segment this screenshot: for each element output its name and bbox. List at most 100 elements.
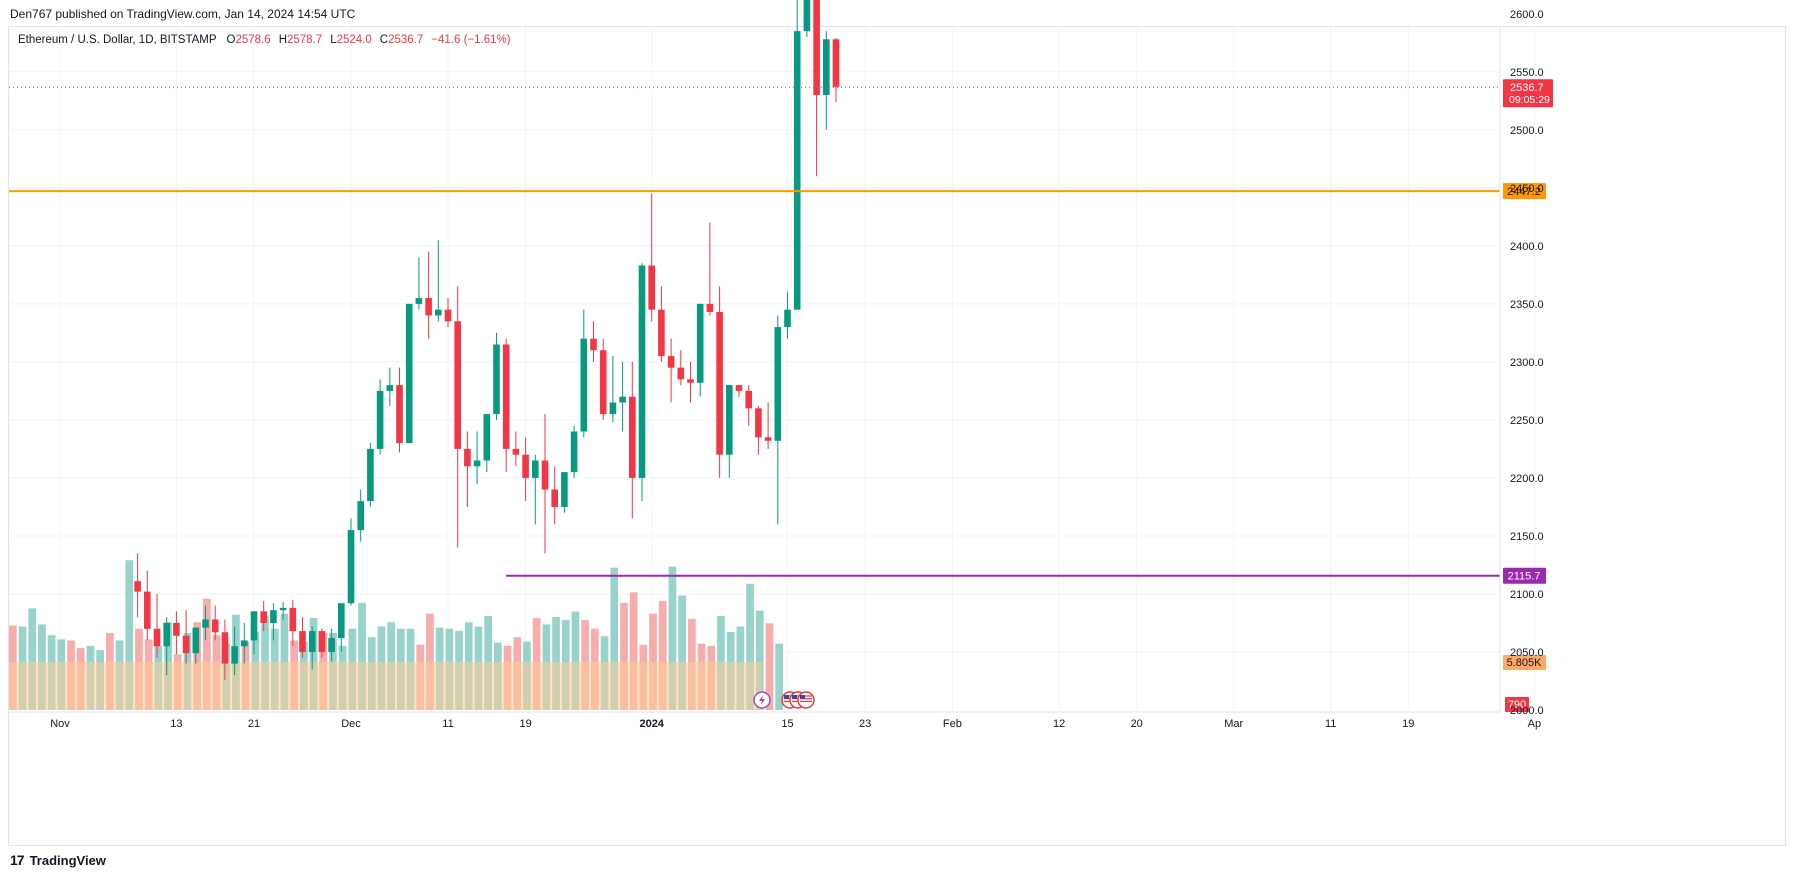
candle-body bbox=[609, 402, 617, 415]
x-tick-label: 20 bbox=[1131, 718, 1143, 730]
candle-body bbox=[328, 638, 335, 652]
candle-body bbox=[706, 303, 714, 312]
candle-body bbox=[444, 309, 452, 322]
volume-bar bbox=[28, 608, 37, 710]
candle-body bbox=[473, 460, 481, 467]
volume-ma-area bbox=[9, 662, 762, 710]
grid-lines bbox=[9, 27, 1535, 710]
volume-bar bbox=[775, 643, 783, 710]
candle-body bbox=[813, 0, 820, 95]
candle-body bbox=[502, 344, 510, 449]
candle-body bbox=[386, 385, 394, 391]
flash-icon[interactable] bbox=[753, 691, 771, 709]
candle-body bbox=[221, 632, 229, 664]
y-tick-label: 2200.0 bbox=[1510, 473, 1544, 485]
volume-bar bbox=[125, 560, 134, 710]
candle-body bbox=[153, 628, 161, 647]
y-tick-label: 2350.0 bbox=[1510, 299, 1544, 311]
candle-body bbox=[793, 31, 801, 310]
us-flag-icon[interactable] bbox=[797, 691, 815, 709]
y-tick-label: 2150.0 bbox=[1510, 531, 1544, 543]
volume-bar bbox=[571, 611, 580, 710]
event-icons bbox=[753, 691, 815, 709]
y-tick-label: 2000.0 bbox=[1510, 705, 1544, 717]
volume-ma-label: 5.805K bbox=[1507, 657, 1543, 669]
candle-body bbox=[396, 385, 403, 444]
x-tick-label: 13 bbox=[170, 718, 182, 730]
x-tick-label: 2024 bbox=[639, 718, 664, 730]
last-price-tag bbox=[1503, 79, 1553, 108]
volume-bar bbox=[649, 613, 657, 710]
volume-bar bbox=[610, 567, 619, 710]
candle-body bbox=[832, 39, 840, 87]
candle-body bbox=[173, 622, 180, 636]
candle-body bbox=[454, 321, 461, 449]
candle-body bbox=[231, 646, 238, 664]
candle-body bbox=[658, 309, 665, 357]
close-value: 2536.7 bbox=[388, 34, 424, 46]
candle-body bbox=[308, 631, 316, 652]
last-price-label: 2536.7 bbox=[1510, 82, 1544, 94]
x-tick-label: 12 bbox=[1053, 718, 1065, 730]
candle-body bbox=[541, 460, 549, 490]
candle-body bbox=[134, 581, 141, 592]
candle-body bbox=[415, 298, 423, 304]
candle-body bbox=[493, 344, 500, 415]
candle-body bbox=[755, 408, 762, 438]
level-label: 2115.7 bbox=[1508, 571, 1541, 583]
y-tick-label: 2450.0 bbox=[1510, 183, 1544, 195]
candle-body bbox=[687, 379, 694, 383]
candle-body bbox=[192, 627, 200, 654]
axes: 3150.03100.03050.03000.02950.02900.02850… bbox=[9, 9, 1544, 730]
change-value: −41.6 (−1.61%) bbox=[431, 34, 511, 46]
y-tick-label: 2400.0 bbox=[1510, 241, 1544, 253]
candle-body bbox=[667, 356, 675, 368]
candle-body bbox=[376, 390, 384, 449]
y-tick-label: 2050.0 bbox=[1510, 647, 1544, 659]
level-label: 2447.2 bbox=[1507, 186, 1541, 198]
volume-bar bbox=[280, 613, 289, 710]
candle-body bbox=[425, 298, 432, 316]
candle-body bbox=[483, 414, 491, 461]
volume-bar bbox=[629, 592, 638, 710]
candle-body bbox=[677, 367, 685, 380]
y-tick-label: 2500.0 bbox=[1510, 125, 1544, 137]
volume-bar bbox=[203, 598, 211, 710]
low-label: L bbox=[330, 34, 337, 46]
candle-body bbox=[512, 448, 520, 455]
candle-body bbox=[357, 501, 364, 531]
candle-body bbox=[599, 350, 607, 415]
candle-body bbox=[590, 338, 597, 351]
y-tick-label: 2600.0 bbox=[1510, 9, 1544, 21]
symbol-name[interactable]: Ethereum / U.S. Dollar, 1D, BITSTAMP bbox=[18, 34, 217, 46]
candle-body bbox=[338, 603, 345, 639]
candle-body bbox=[211, 619, 219, 633]
candle-body bbox=[299, 631, 306, 652]
volume-bar bbox=[358, 603, 366, 710]
candle-body bbox=[347, 530, 355, 604]
candle-body bbox=[260, 611, 267, 623]
countdown-label: 09:05:29 bbox=[1509, 94, 1550, 106]
volume-bar bbox=[765, 623, 774, 710]
candle-body bbox=[696, 303, 704, 383]
volume-bar bbox=[620, 603, 628, 710]
y-tick-label: 2300.0 bbox=[1510, 357, 1544, 369]
candle-body bbox=[144, 591, 151, 629]
x-tick-label: Mar bbox=[1224, 718, 1243, 730]
candle-body bbox=[270, 610, 277, 623]
flag-icon-circle bbox=[797, 691, 815, 709]
candle-body bbox=[648, 265, 655, 310]
volume-bars bbox=[9, 560, 783, 710]
candle-body bbox=[551, 489, 558, 507]
published-by: Den767 published on TradingView.com, Jan… bbox=[10, 7, 356, 21]
candle-body bbox=[629, 396, 636, 478]
brand-name[interactable]: TradingView bbox=[29, 852, 106, 868]
candle-body bbox=[464, 448, 471, 467]
tradingview-logo-icon[interactable]: 17 bbox=[10, 852, 25, 868]
open-label: O bbox=[226, 34, 236, 46]
chart-pane[interactable] bbox=[8, 26, 1786, 846]
volume-last-tag bbox=[1505, 697, 1529, 712]
candle-body bbox=[745, 390, 752, 409]
candle-body bbox=[279, 607, 287, 611]
